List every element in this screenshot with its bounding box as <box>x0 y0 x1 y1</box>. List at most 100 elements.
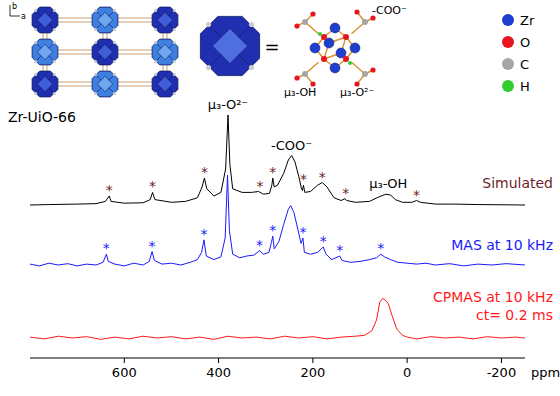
linker-end <box>173 92 176 95</box>
polyhedron-edge <box>49 75 54 80</box>
polyhedron-edge <box>109 56 114 61</box>
linker-end <box>154 92 157 95</box>
polyhedron-edge <box>156 56 161 61</box>
zr-polyhedron <box>92 71 118 97</box>
c-atom <box>362 71 368 77</box>
o-atom <box>310 11 315 16</box>
cluster-label: μ₃-O²⁻ <box>340 86 374 99</box>
linker-end <box>34 28 37 31</box>
peak-label: μ₃-O²⁻ <box>208 97 248 112</box>
polyhedron-edge <box>156 24 161 29</box>
linker-end <box>113 28 116 31</box>
linker-end <box>113 60 116 63</box>
x-tick-label: 400 <box>206 365 231 380</box>
o-atom <box>343 56 349 62</box>
polyhedron-edge <box>169 88 174 93</box>
series-label: CPMAS at 10 kHz <box>433 289 553 305</box>
zr-polyhedron <box>32 7 58 33</box>
polyhedron-outline <box>32 39 58 65</box>
linker-end <box>94 41 97 44</box>
c-atom <box>302 71 308 77</box>
legend-swatch <box>502 14 514 26</box>
linker-end <box>53 60 56 63</box>
linker-end <box>34 9 37 12</box>
linker-end <box>113 41 116 44</box>
polyhedron-edge <box>109 88 114 93</box>
sideband-star: * <box>269 222 276 238</box>
c-atom <box>362 19 368 25</box>
axis-label: a <box>21 12 26 21</box>
polyhedron-edge <box>36 88 41 93</box>
linker-end <box>249 22 254 27</box>
polyhedron-edge <box>239 55 251 67</box>
o-atom <box>294 75 299 80</box>
legend-label: H <box>520 79 530 94</box>
sideband-star: * <box>106 182 113 198</box>
linker-end <box>34 41 37 44</box>
zr-atom <box>310 43 320 53</box>
linker-end <box>94 73 97 76</box>
linker-end <box>53 28 56 31</box>
polyhedron-edge <box>49 56 54 61</box>
polyhedron-edge <box>169 75 174 80</box>
linker-end <box>113 9 116 12</box>
structure: ba=-COO⁻μ₃-OHμ₃-O²⁻ZrOCH <box>10 2 535 99</box>
linker-end <box>154 28 157 31</box>
linker-end <box>34 60 37 63</box>
x-tick-label: -200 <box>487 365 517 380</box>
polyhedron-edge <box>49 43 54 48</box>
polyhedron-edge <box>96 11 101 16</box>
polyhedron-edge <box>156 88 161 93</box>
polyhedron-edge <box>239 25 251 37</box>
h-atom <box>318 32 322 36</box>
zr-polyhedron <box>92 39 118 65</box>
axis-arrow <box>10 16 20 17</box>
legend-swatch <box>502 36 514 48</box>
zr-atom <box>330 23 340 33</box>
polyhedron-outline <box>32 71 58 97</box>
legend-label: Zr <box>520 13 535 28</box>
polyhedron-edge <box>169 56 174 61</box>
x-tick <box>218 358 219 363</box>
zr-atom <box>330 63 340 73</box>
legend-swatch <box>502 80 514 92</box>
linker-end <box>53 92 56 95</box>
x-tick-label: 200 <box>300 365 325 380</box>
polyhedron-edge <box>96 24 101 29</box>
x-tick <box>501 358 502 363</box>
polyhedron-edge <box>156 75 161 80</box>
x-tick <box>312 358 313 363</box>
polyhedron-edge <box>169 11 174 16</box>
polyhedron-outline <box>32 7 58 33</box>
x-tick-label: 0 <box>403 365 411 380</box>
cluster <box>294 9 375 86</box>
polyhedron-outline <box>92 7 118 33</box>
polyhedron-outline <box>152 71 178 97</box>
x-tick-label: 600 <box>112 365 137 380</box>
linker-end <box>94 60 97 63</box>
c-atom <box>302 19 308 25</box>
linker-end <box>173 60 176 63</box>
polyhedron-edge <box>49 24 54 29</box>
o-atom <box>343 34 349 40</box>
polyhedron-edge <box>156 43 161 48</box>
linker-end <box>113 92 116 95</box>
legend-label: C <box>520 57 529 72</box>
series-label: Simulated <box>482 175 553 191</box>
zr-polyhedron <box>200 16 259 75</box>
zr-atom <box>350 43 360 53</box>
sideband-star: * <box>342 185 349 201</box>
polyhedron-edge <box>209 55 221 67</box>
o-atom <box>294 23 299 28</box>
o-atom <box>321 34 327 40</box>
legend-swatch <box>502 58 514 70</box>
x-tick <box>407 358 408 363</box>
series-label: MAS at 10 kHz <box>451 237 553 253</box>
polyhedron-edge <box>36 56 41 61</box>
polyhedron-edge <box>49 88 54 93</box>
polyhedron-edge <box>36 75 41 80</box>
linker-end <box>34 73 37 76</box>
spectra <box>30 115 525 339</box>
peak-label: -COO⁻ <box>271 138 312 153</box>
polyhedron-edge <box>96 43 101 48</box>
